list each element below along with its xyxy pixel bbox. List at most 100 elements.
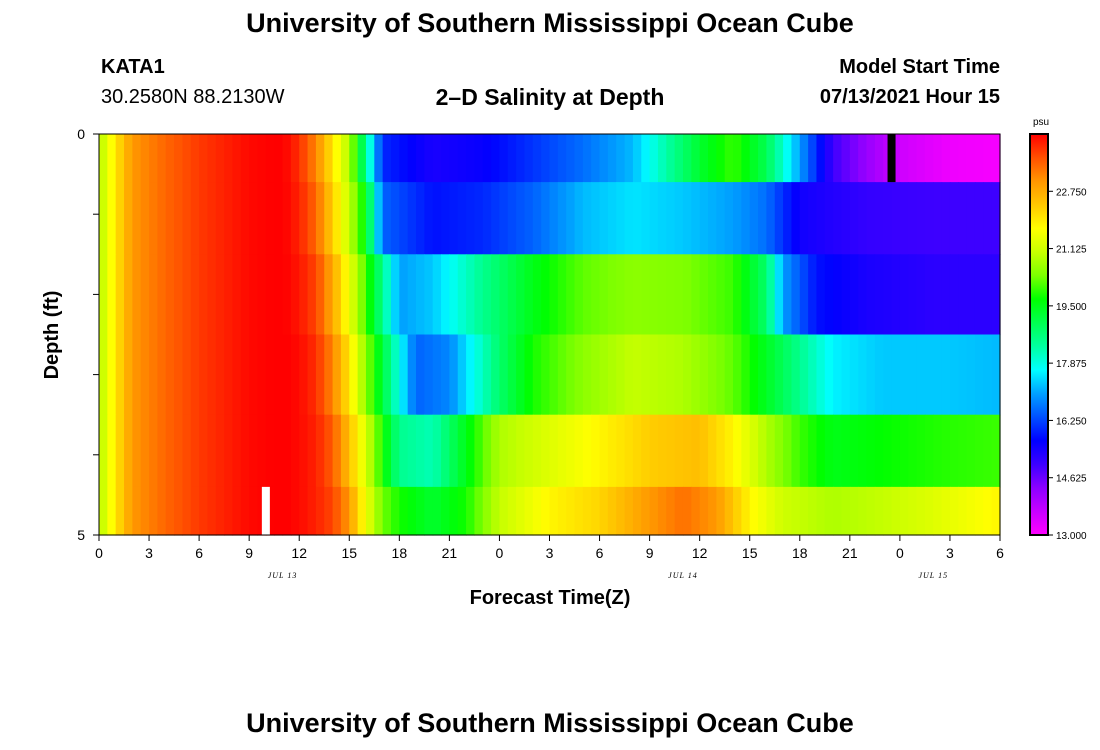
heatmap-cell xyxy=(866,134,876,183)
heatmap-cell xyxy=(958,334,968,416)
heatmap-cell xyxy=(207,486,217,536)
heatmap-cell xyxy=(624,486,634,536)
heatmap-cell xyxy=(466,134,476,183)
heatmap-cell xyxy=(349,414,359,488)
heatmap-cell xyxy=(199,182,209,255)
heatmap-cell xyxy=(115,254,125,336)
heatmap-cell xyxy=(532,254,542,336)
heatmap-cell xyxy=(290,182,300,255)
heatmap-cell xyxy=(390,486,400,536)
colorbar: psu 22.750 21.125 19.500 17.875 16.250 14.625… xyxy=(1029,117,1087,542)
heatmap-cell xyxy=(407,134,417,183)
heatmap-cell xyxy=(140,254,150,336)
heatmap-cell xyxy=(424,414,434,488)
heatmap-cell xyxy=(441,486,450,536)
heatmap-cell xyxy=(165,134,175,183)
colorbar-label: 19.500 xyxy=(1056,302,1087,313)
x-tick-label: 9 xyxy=(646,545,654,561)
heatmap-cell xyxy=(858,486,868,536)
heatmap-cell xyxy=(149,254,158,336)
x-tick-label: 0 xyxy=(896,545,904,561)
heatmap-cell xyxy=(758,414,768,488)
heatmap-cell xyxy=(441,414,450,488)
heatmap-cell xyxy=(165,486,175,536)
heatmap-cell xyxy=(649,182,659,255)
heatmap-cell xyxy=(874,414,884,488)
heatmap-cell xyxy=(983,182,993,255)
heatmap-cell xyxy=(99,182,108,255)
heatmap-cell xyxy=(215,182,225,255)
heatmap-cell xyxy=(265,134,275,183)
heatmap-cell xyxy=(557,254,567,336)
heatmap-cell xyxy=(866,254,876,336)
heatmap-cell xyxy=(249,334,259,416)
heatmap-cell xyxy=(315,334,325,416)
heatmap-cell xyxy=(157,414,167,488)
heatmap-cell xyxy=(691,182,701,255)
heatmap-cell xyxy=(966,334,976,416)
heatmap-cell xyxy=(215,254,225,336)
heatmap-cell xyxy=(416,182,425,255)
heatmap-cell xyxy=(949,414,959,488)
heatmap-cell xyxy=(207,334,217,416)
heatmap-cell xyxy=(349,486,359,536)
heatmap-cell xyxy=(507,254,517,336)
heatmap-cell xyxy=(507,134,517,183)
heatmap-cell xyxy=(666,182,676,255)
heatmap-cell xyxy=(783,414,793,488)
heatmap-cell xyxy=(666,486,676,536)
heatmap-cell xyxy=(357,254,367,336)
heatmap-cell xyxy=(783,486,793,536)
heatmap-cell xyxy=(466,414,476,488)
heatmap-cell xyxy=(549,182,559,255)
heatmap-cell xyxy=(399,486,409,536)
heatmap-cell xyxy=(174,414,184,488)
heatmap-cell xyxy=(741,254,751,336)
heatmap-cell xyxy=(941,486,951,536)
heatmap-cell xyxy=(924,134,934,183)
heatmap-cell xyxy=(507,414,517,488)
heatmap-cell xyxy=(274,134,284,183)
heatmap-cell xyxy=(574,134,584,183)
heatmap-cell xyxy=(224,182,234,255)
heatmap-cell xyxy=(257,334,267,416)
heatmap-cell xyxy=(532,134,542,183)
heatmap-cell xyxy=(808,254,818,336)
heatmap-cell xyxy=(449,334,459,416)
heatmap-cell xyxy=(491,182,501,255)
heatmap-cell xyxy=(524,134,534,183)
heatmap-cell xyxy=(716,334,726,416)
heatmap-cell xyxy=(682,134,692,183)
heatmap-cell xyxy=(357,414,367,488)
heatmap-cell xyxy=(599,486,609,536)
heatmap-cell xyxy=(958,134,968,183)
x-tick-label: 3 xyxy=(546,545,554,561)
heatmap-cell xyxy=(516,486,526,536)
heatmap-cell xyxy=(215,414,225,488)
heatmap-cell xyxy=(741,414,751,488)
heatmap-cell xyxy=(357,182,367,255)
heatmap-row-0 xyxy=(99,134,1001,183)
heatmap-cell xyxy=(916,182,926,255)
heatmap-cell xyxy=(632,254,642,336)
heatmap-cell xyxy=(607,134,617,183)
heatmap-cell xyxy=(874,334,884,416)
heatmap-cell xyxy=(607,334,617,416)
heatmap-cell xyxy=(524,182,534,255)
heatmap-cell xyxy=(340,182,350,255)
heatmap-cell xyxy=(482,414,492,488)
heatmap-cell xyxy=(457,254,467,336)
heatmap-cell xyxy=(716,254,726,336)
heatmap-cell xyxy=(449,486,459,536)
heatmap-cell xyxy=(749,182,759,255)
heatmap-cell xyxy=(624,182,634,255)
heatmap-cell xyxy=(407,414,417,488)
heatmap-cell xyxy=(249,254,259,336)
heatmap-cell xyxy=(566,486,576,536)
heatmap-cell xyxy=(749,254,759,336)
heatmap-cell xyxy=(182,254,192,336)
heatmap-cell xyxy=(315,182,325,255)
heatmap-cell xyxy=(624,414,634,488)
heatmap-cell xyxy=(299,134,309,183)
heatmap-cell xyxy=(733,414,742,488)
